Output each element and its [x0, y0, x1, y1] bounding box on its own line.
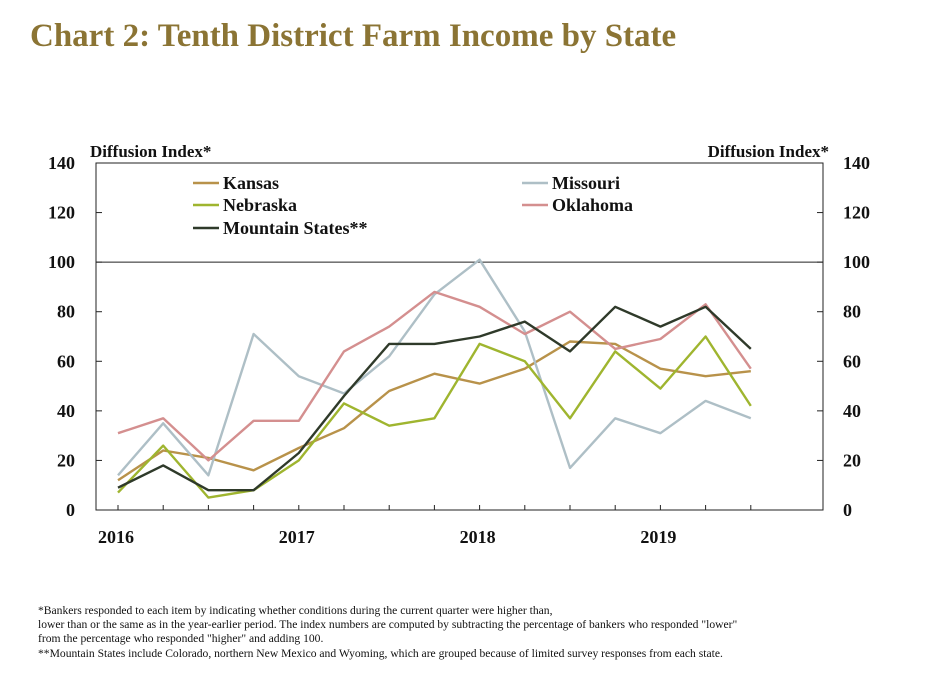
left-axis-label: Diffusion Index*: [90, 142, 211, 161]
chart-axes: 0 0 20 20 40 40 60 60 80 80 100 100 120 120 140 140 2016…: [48, 153, 870, 547]
series-line-kansas: [117, 340, 751, 482]
legend: Kansas Missouri Nebraska Oklahoma Mountain S…: [193, 173, 633, 238]
y-tick-label-left: 80: [57, 302, 75, 322]
y-tick-label-right: 140: [843, 153, 870, 173]
y-tick-label-left: 0: [66, 500, 75, 520]
series-line-nebraska: [117, 335, 752, 499]
right-axis-label: Diffusion Index*: [708, 142, 829, 161]
y-tick-label-right: 60: [843, 351, 861, 371]
chart-title: Chart 2: Tenth District Farm Income by S…: [30, 18, 677, 54]
x-tick-label: 2019: [640, 527, 676, 547]
footnote-line: from the percentage who responded "highe…: [38, 632, 324, 646]
footnote-line: *Bankers responded to each item by indic…: [38, 604, 553, 617]
footnote-line: **Mountain States include Colorado, nort…: [38, 646, 723, 660]
y-tick-label-left: 120: [48, 203, 75, 223]
y-tick-label-left: 60: [57, 351, 75, 371]
x-tick-label: 2016: [98, 527, 134, 547]
legend-label-nebraska: Nebraska: [223, 195, 297, 215]
legend-label-missouri: Missouri: [552, 173, 620, 193]
series-line-oklahoma: [117, 290, 752, 462]
y-tick-label-right: 120: [843, 203, 870, 223]
y-tick-label-left: 140: [48, 153, 75, 173]
y-tick-label-left: 100: [48, 252, 75, 272]
y-tick-label-left: 40: [57, 401, 75, 421]
legend-label-kansas: Kansas: [223, 173, 279, 193]
footnote-line: lower than or the same as in the year-ea…: [38, 618, 738, 632]
y-tick-label-right: 40: [843, 401, 861, 421]
y-tick-label-right: 100: [843, 252, 870, 272]
series-lines: [117, 258, 752, 499]
line-chart: Diffusion Index* Diffusion Index* 0 0 20 20…: [48, 142, 870, 547]
x-tick-label: 2018: [460, 527, 496, 547]
series-line-missouri: [117, 258, 752, 477]
y-tick-label-right: 20: [843, 450, 861, 470]
footnotes: *Bankers responded to each item by indic…: [38, 604, 898, 661]
legend-label-mountain-states: Mountain States**: [223, 218, 368, 238]
plot-frame: [95, 162, 824, 511]
series-line-mountain-states: [117, 305, 752, 492]
y-tick-label-left: 20: [57, 450, 75, 470]
y-tick-label-right: 0: [843, 500, 852, 520]
y-tick-label-right: 80: [843, 302, 861, 322]
x-tick-label: 2017: [279, 527, 315, 547]
legend-label-oklahoma: Oklahoma: [552, 195, 633, 215]
